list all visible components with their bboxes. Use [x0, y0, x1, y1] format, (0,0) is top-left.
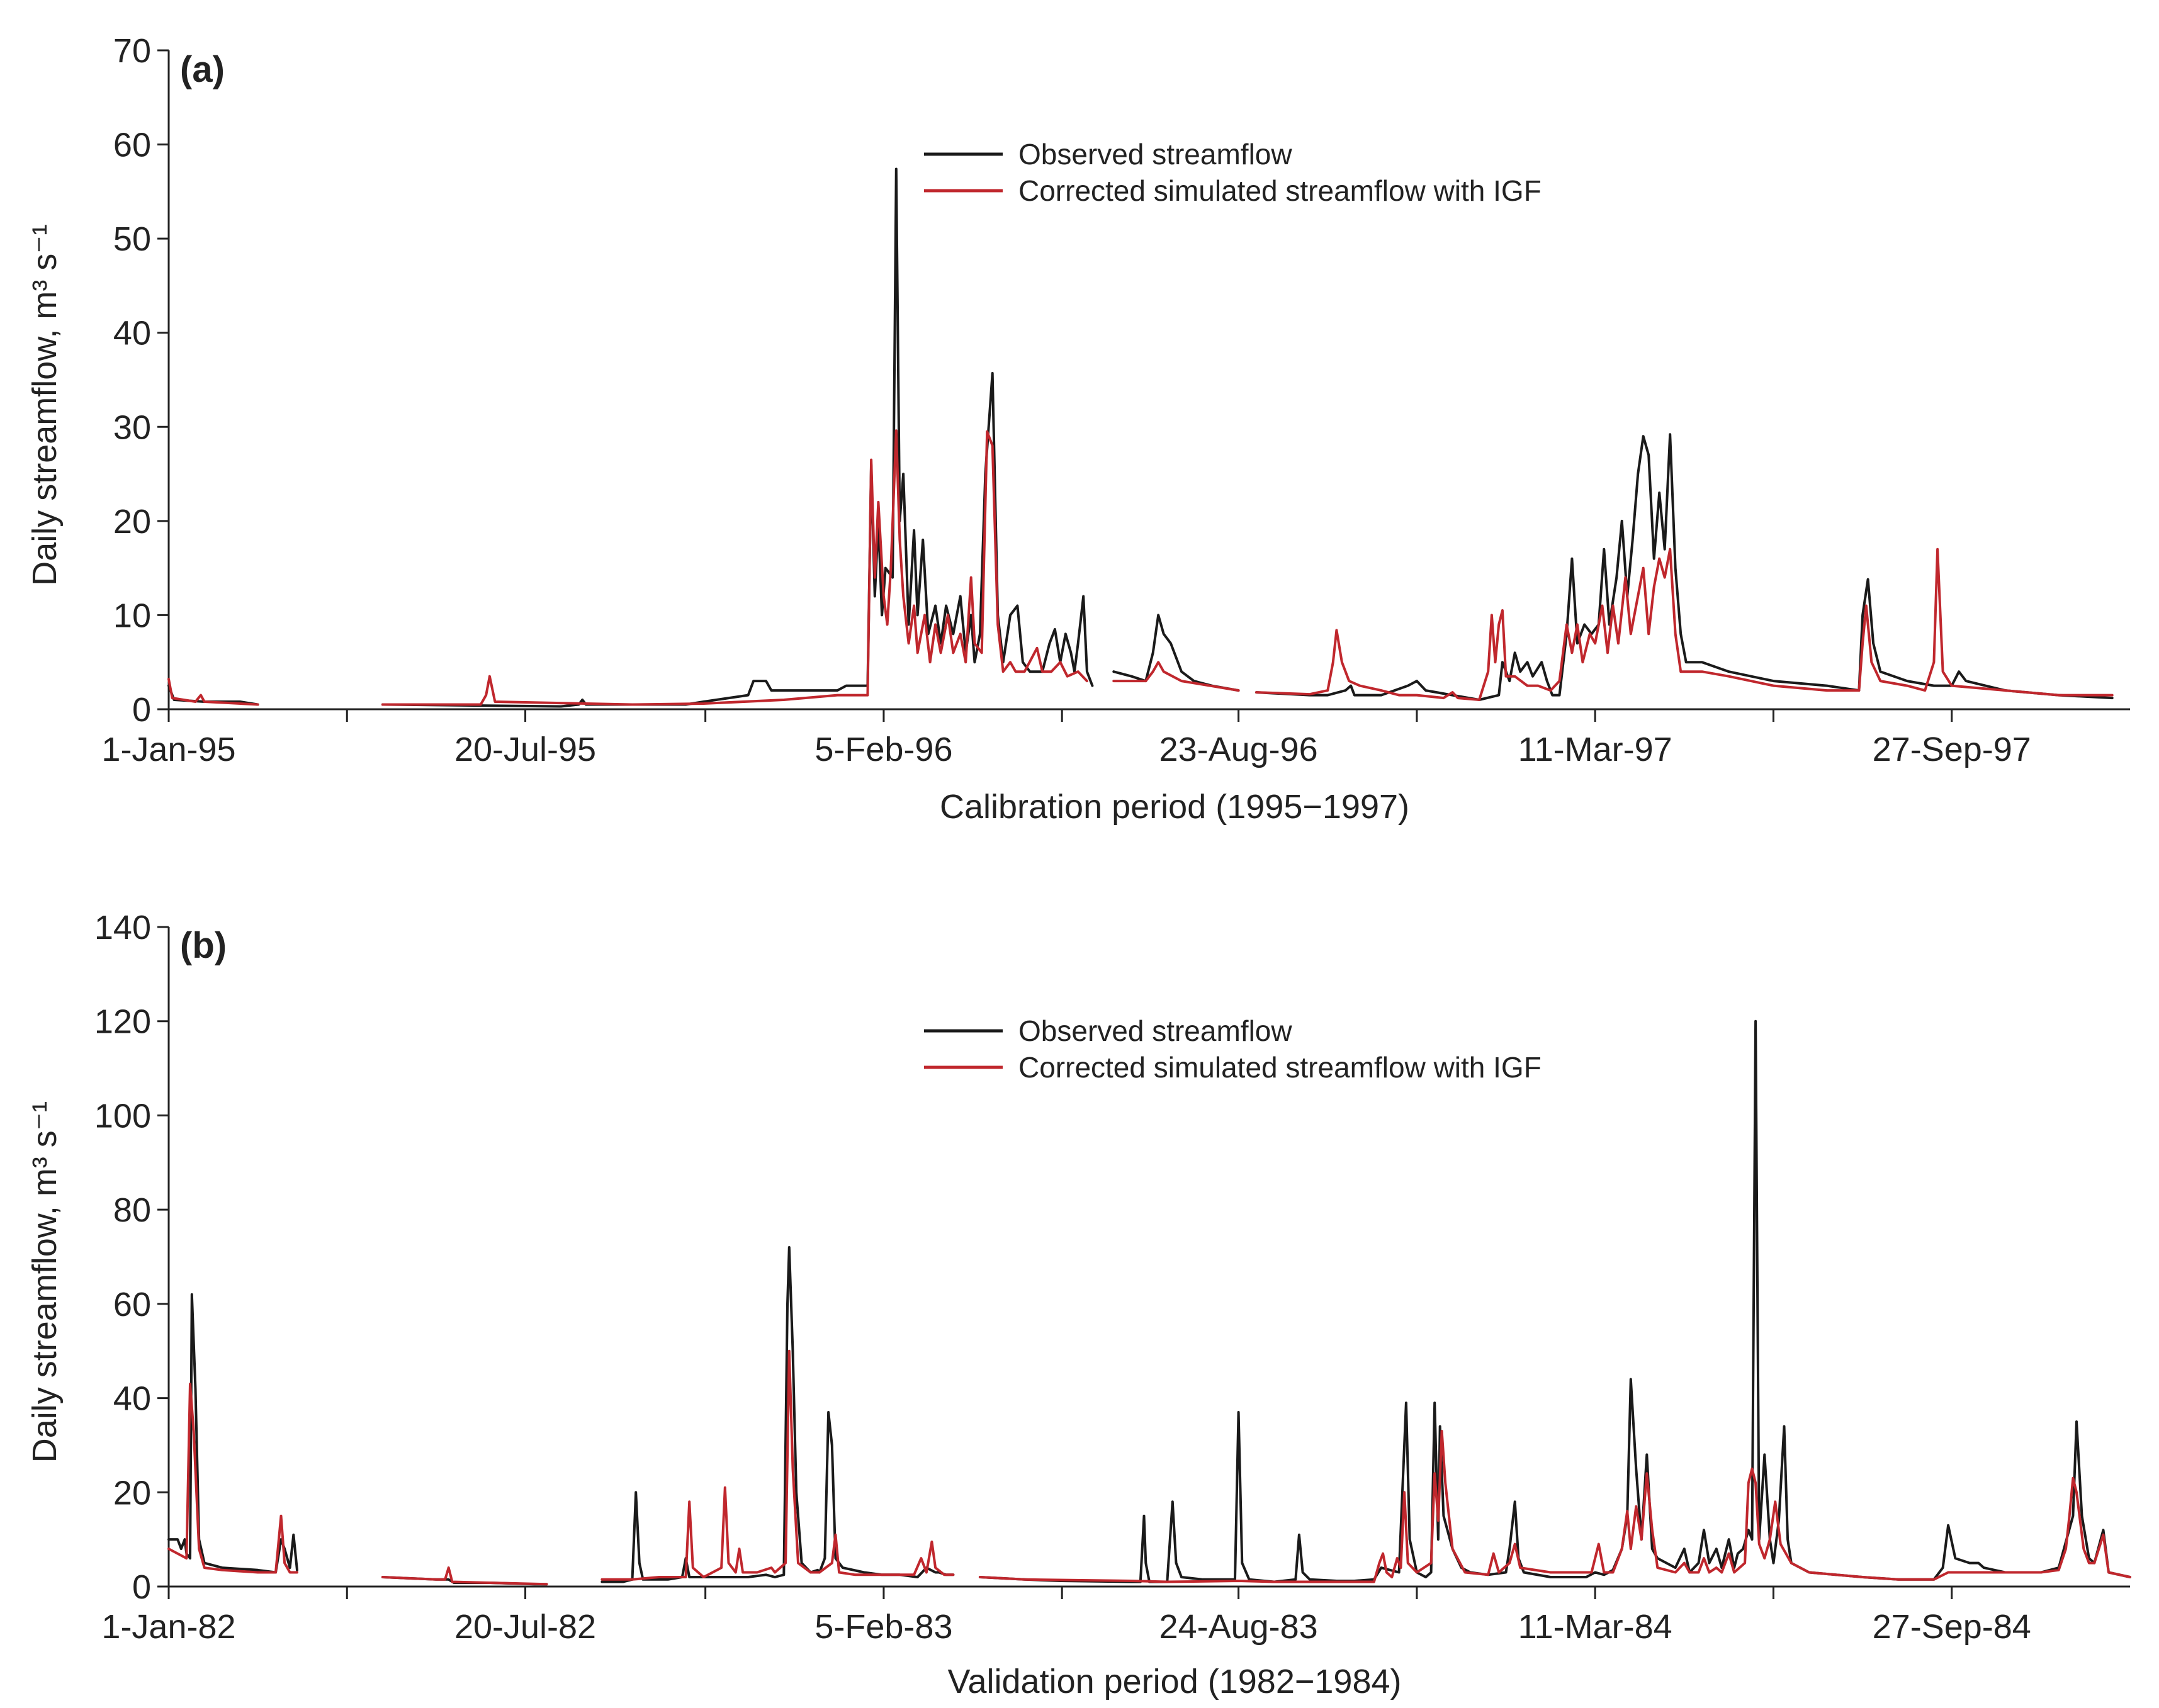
y-tick-label: 70 — [113, 32, 151, 70]
series-line-segment — [1112, 661, 1240, 692]
legend-label: Observed streamflow — [1018, 1014, 1292, 1047]
y-tick-label: 100 — [94, 1097, 151, 1135]
series-line-segment — [381, 429, 1088, 706]
x-tick-label: 27-Sep-84 — [1873, 1608, 2031, 1646]
series-line-segment — [1255, 548, 2114, 701]
series-line-segment — [1112, 614, 1240, 692]
y-tick-label: 20 — [113, 1474, 151, 1512]
y-tick-label: 140 — [94, 909, 151, 947]
x-tick-label: 5-Feb-96 — [815, 731, 952, 768]
x-axis-title: Calibration period (1995−1997) — [940, 788, 1409, 826]
legend-label: Observed streamflow — [1018, 138, 1292, 171]
panel-label: (a) — [180, 49, 225, 90]
panel-label: (b) — [180, 925, 227, 966]
series-simulated — [167, 429, 2114, 706]
series-line-segment — [167, 1383, 298, 1574]
series-line-segment — [167, 1293, 298, 1574]
x-tick-label: 1-Jan-95 — [101, 731, 235, 768]
y-tick-label: 50 — [113, 220, 151, 258]
series-line-segment — [381, 167, 1094, 708]
series-line-segment — [978, 1430, 2131, 1583]
y-tick-label: 60 — [113, 1286, 151, 1323]
y-axis-title: Daily streamflow, m³ s⁻¹ — [26, 1101, 64, 1463]
series-observed — [167, 1020, 2131, 1586]
y-tick-label: 80 — [113, 1191, 151, 1229]
series-line-segment — [167, 678, 259, 706]
series-line-segment — [381, 1566, 548, 1586]
y-tick-label: 40 — [113, 1380, 151, 1418]
series-simulated — [167, 1349, 2131, 1586]
y-tick-label: 20 — [113, 503, 151, 541]
legend-label: Corrected simulated streamflow with IGF — [1018, 174, 1542, 207]
series-line-segment — [600, 1349, 955, 1581]
x-tick-label: 20-Jul-95 — [454, 731, 596, 768]
y-tick-label: 0 — [132, 1568, 151, 1606]
legend-label: Corrected simulated streamflow with IGF — [1018, 1051, 1542, 1084]
x-tick-label: 1-Jan-82 — [101, 1608, 235, 1646]
y-tick-label: 60 — [113, 126, 151, 164]
x-tick-label: 11-Mar-84 — [1518, 1608, 1672, 1646]
y-tick-label: 30 — [113, 408, 151, 446]
x-tick-label: 11-Mar-97 — [1518, 731, 1672, 768]
series-line-segment — [978, 1020, 2131, 1583]
x-tick-label: 23-Aug-96 — [1159, 731, 1318, 768]
y-tick-label: 0 — [132, 691, 151, 729]
x-tick-label: 5-Feb-83 — [815, 1608, 952, 1646]
y-tick-label: 120 — [94, 1003, 151, 1041]
y-tick-label: 10 — [113, 597, 151, 634]
y-tick-label: 40 — [113, 315, 151, 352]
series-line-segment — [600, 1246, 955, 1583]
x-tick-label: 20-Jul-82 — [454, 1608, 596, 1646]
y-axis-title: Daily streamflow, m³ s⁻¹ — [26, 224, 64, 586]
x-axis-title: Validation period (1982−1984) — [947, 1663, 1401, 1700]
panel-b: 0 20 40 60 80 100 120 140 1-Jan-82 20-Jul-82 5-Feb… — [26, 909, 2131, 1700]
panel-a: 0 10 20 30 40 50 60 70 1-Jan-95 20-Jul-95 5-Feb-96… — [26, 32, 2130, 826]
x-tick-label: 27-Sep-97 — [1873, 731, 2031, 768]
series-line-segment — [1255, 433, 2114, 701]
x-tick-label: 24-Aug-83 — [1159, 1608, 1318, 1646]
series-observed — [167, 167, 2114, 708]
